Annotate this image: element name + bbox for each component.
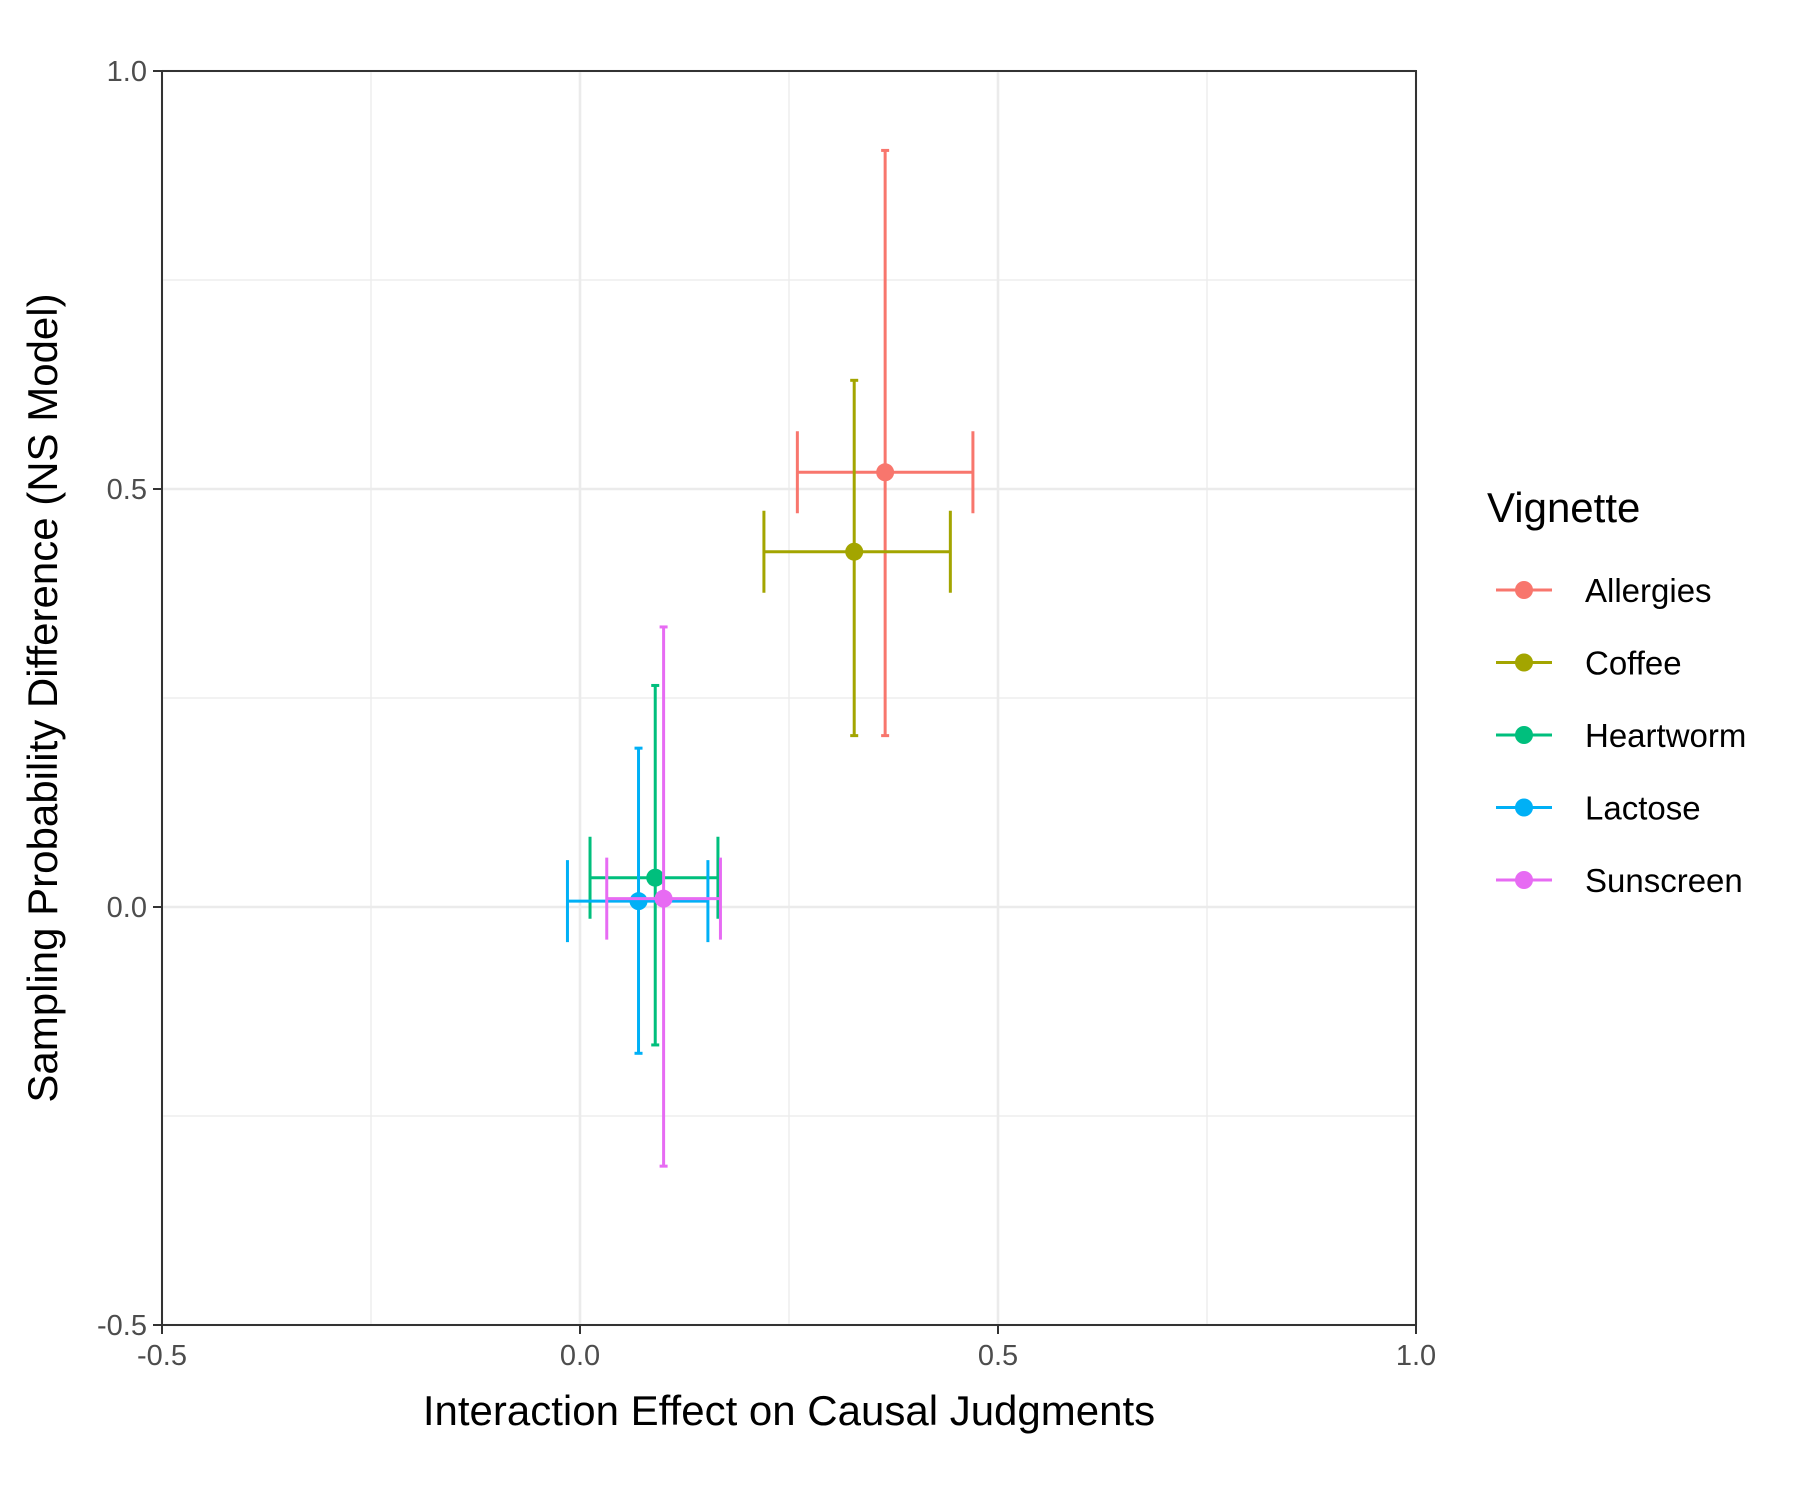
x-axis-title: Interaction Effect on Causal Judgments <box>423 1387 1155 1434</box>
legend-item-coffee: Coffee <box>1496 645 1682 682</box>
legend-key-point <box>1515 653 1533 672</box>
series-heartworm <box>588 683 720 1047</box>
coffee-point <box>845 542 864 561</box>
legend-items: Allergies Coffee Heartworm Lactose Sunscreen <box>1496 572 1746 899</box>
series-allergies <box>795 148 975 738</box>
plot-panel-border <box>161 70 1417 1326</box>
y-tick-label: -0.5 <box>97 1310 147 1342</box>
x-tick-label: 0.5 <box>978 1340 1018 1372</box>
legend: Vignette Allergies Coffee Heartworm Lactose… <box>1487 484 1746 899</box>
legend-item-sunscreen: Sunscreen <box>1496 862 1743 899</box>
series-coffee <box>762 378 952 738</box>
y-tick-label: 0.5 <box>107 474 147 506</box>
y-tick-label: 0.0 <box>107 892 147 924</box>
y-tick-label: 1.0 <box>107 56 147 88</box>
sunscreen-point <box>654 889 673 908</box>
legend-item-heartworm: Heartworm <box>1496 717 1746 754</box>
y-axis-title: Sampling Probability Difference (NS Mode… <box>19 293 66 1102</box>
legend-title: Vignette <box>1487 484 1640 531</box>
legend-key-point <box>1515 726 1533 744</box>
allergies-point <box>876 463 895 482</box>
legend-label: Coffee <box>1585 645 1682 682</box>
legend-label: Heartworm <box>1585 717 1746 754</box>
x-tick-label: 0.0 <box>560 1340 600 1372</box>
lactose-point <box>629 892 648 911</box>
x-tick-label: 1.0 <box>1396 1340 1436 1372</box>
legend-item-allergies: Allergies <box>1496 572 1712 609</box>
legend-label: Sunscreen <box>1585 862 1743 899</box>
series-layer <box>565 148 975 1168</box>
series-lactose <box>565 746 710 1055</box>
legend-item-lactose: Lactose <box>1496 790 1701 827</box>
legend-label: Lactose <box>1585 790 1701 827</box>
x-tick-label: -0.5 <box>137 1340 187 1372</box>
legend-label: Allergies <box>1585 572 1712 609</box>
legend-key-point <box>1515 798 1533 817</box>
legend-key-point <box>1515 581 1533 599</box>
axes: -0.5 0.0 0.5 1.0 -0.5 0.0 0.5 1.0 <box>97 56 1436 1372</box>
legend-key-point <box>1515 871 1533 889</box>
series-sunscreen <box>605 625 722 1168</box>
heartworm-point <box>646 868 665 887</box>
